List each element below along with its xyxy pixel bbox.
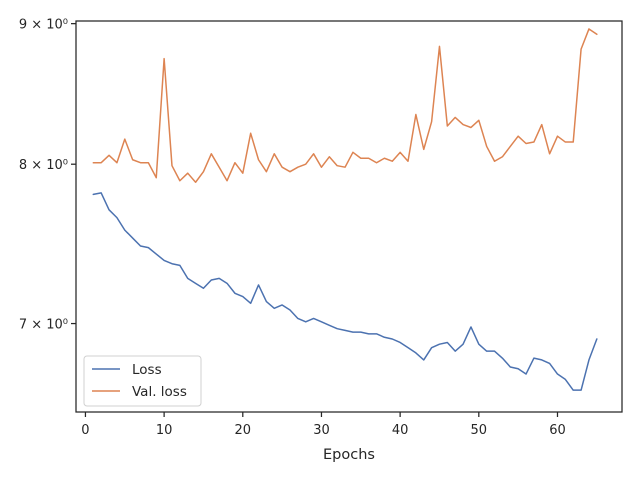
x-axis-label: Epochs <box>323 447 375 463</box>
x-tick-label: 40 <box>392 423 409 438</box>
x-tick-label: 60 <box>549 423 566 438</box>
x-tick-label: 20 <box>235 423 252 438</box>
legend-label-0: Loss <box>132 362 162 378</box>
legend-label-1: Val. loss <box>132 384 187 400</box>
plot-area <box>92 28 598 391</box>
x-tick-label: 30 <box>313 423 330 438</box>
axes-frame <box>75 20 623 413</box>
series-line-0 <box>92 192 598 391</box>
x-tick-label: 0 <box>81 423 89 438</box>
axes: 0 10 20 30 40 50 60 7 × 10⁰ 8 × 10⁰ 9 × 10⁰ <box>19 18 623 438</box>
series-line-1 <box>92 28 598 183</box>
y-tick-label: 9 × 10⁰ <box>19 18 68 33</box>
legend: Loss Val. loss <box>83 355 202 407</box>
x-tick-label: 50 <box>471 423 488 438</box>
y-tick-label: 8 × 10⁰ <box>19 158 68 173</box>
x-tick-label: 10 <box>156 423 173 438</box>
y-tick-label: 7 × 10⁰ <box>19 318 68 333</box>
